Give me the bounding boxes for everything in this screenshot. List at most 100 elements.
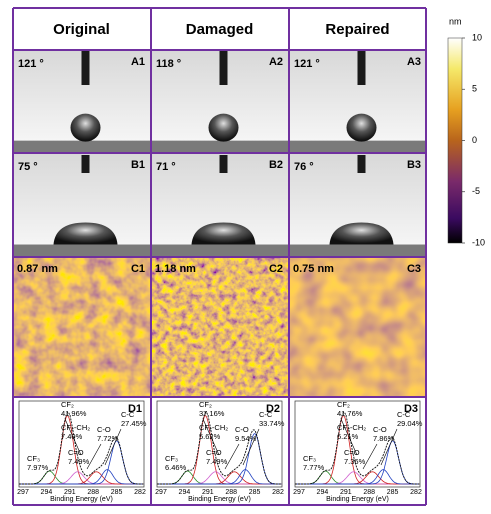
xps-tick: 288 bbox=[225, 489, 237, 496]
peak-percent: 6.46% bbox=[165, 463, 187, 472]
roughness: 0.75 nm bbox=[293, 263, 334, 275]
peak-percent: 27.45% bbox=[121, 419, 147, 428]
peak-name: CF₂-CH₂ bbox=[199, 423, 228, 432]
column-header: Original bbox=[53, 21, 110, 38]
contact-angle: 71 ° bbox=[156, 161, 176, 173]
xps-tick: 285 bbox=[111, 489, 123, 496]
peak-percent: 41.96% bbox=[61, 409, 87, 418]
peak-name: CF₂ bbox=[337, 400, 350, 409]
peak-name: C=O bbox=[344, 448, 360, 457]
xps-tick: 282 bbox=[410, 489, 422, 496]
contact-angle: 121 ° bbox=[18, 58, 44, 70]
substrate bbox=[151, 245, 288, 257]
needle bbox=[220, 155, 228, 173]
needle bbox=[82, 50, 90, 85]
peak-percent: 41.76% bbox=[337, 409, 363, 418]
xps-axis-label: Binding Energy (eV) bbox=[188, 496, 251, 503]
peak-name: CF₂ bbox=[199, 400, 212, 409]
droplet bbox=[71, 114, 101, 142]
needle bbox=[220, 50, 228, 85]
xps-axis-label: Binding Energy (eV) bbox=[50, 496, 113, 503]
contact-angle: 76 ° bbox=[294, 161, 314, 173]
figure: Original121 °A175 °B10.87 nmC1CF₃7.97%CF… bbox=[0, 0, 491, 514]
afm-image bbox=[151, 257, 288, 397]
column-header: Damaged bbox=[186, 21, 254, 38]
panel-label: B3 bbox=[407, 159, 421, 171]
xps-tick: 282 bbox=[272, 489, 284, 496]
substrate bbox=[151, 141, 288, 153]
xps-tick: 294 bbox=[41, 489, 53, 496]
panel-label: C1 bbox=[131, 263, 145, 275]
contact-angle: 118 ° bbox=[156, 58, 181, 70]
substrate bbox=[289, 141, 426, 153]
panel-label: B1 bbox=[131, 159, 145, 171]
peak-percent: 5.62% bbox=[199, 432, 221, 441]
substrate bbox=[13, 245, 150, 257]
needle bbox=[358, 50, 366, 85]
xps-tick: 291 bbox=[64, 489, 76, 496]
peak-name: CF₂ bbox=[61, 400, 74, 409]
peak-percent: 7.97% bbox=[27, 463, 49, 472]
colorbar-tick-label: 0 bbox=[472, 135, 477, 145]
substrate bbox=[289, 245, 426, 257]
peak-name: C=O bbox=[68, 448, 84, 457]
peak-percent: 33.74% bbox=[259, 419, 285, 428]
xps-tick: 294 bbox=[179, 489, 191, 496]
panel-label: A1 bbox=[131, 56, 145, 68]
roughness: 1.18 nm bbox=[155, 263, 196, 275]
droplet bbox=[347, 114, 377, 142]
xps-tick: 288 bbox=[363, 489, 375, 496]
afm-image bbox=[13, 257, 150, 397]
panel-label: B2 bbox=[269, 159, 283, 171]
peak-percent: 7.49% bbox=[206, 457, 228, 466]
substrate bbox=[13, 141, 150, 153]
xps-tick: 297 bbox=[155, 489, 167, 496]
colorbar bbox=[448, 38, 462, 243]
xps-tick: 288 bbox=[87, 489, 99, 496]
peak-name: CF₃ bbox=[303, 454, 316, 463]
colorbar-tick-label: -5 bbox=[472, 186, 480, 196]
peak-percent: 7.40% bbox=[61, 432, 83, 441]
panel-label: A3 bbox=[407, 56, 421, 68]
peak-name: CF₃ bbox=[27, 454, 40, 463]
needle bbox=[358, 155, 366, 173]
peak-name: C=O bbox=[206, 448, 222, 457]
peak-percent: 7.49% bbox=[68, 457, 90, 466]
column-header: Repaired bbox=[325, 21, 389, 38]
panel-label: D2 bbox=[266, 403, 280, 415]
xps-tick: 285 bbox=[387, 489, 399, 496]
peak-percent: 7.77% bbox=[303, 463, 325, 472]
colorbar-tick-label: 5 bbox=[472, 84, 477, 94]
peak-percent: 37.16% bbox=[199, 409, 225, 418]
afm-image bbox=[289, 257, 426, 397]
xps-tick: 297 bbox=[293, 489, 305, 496]
peak-percent: 29.04% bbox=[397, 419, 423, 428]
xps-tick: 297 bbox=[17, 489, 29, 496]
panel-label: C2 bbox=[269, 263, 283, 275]
panel-label: A2 bbox=[269, 56, 283, 68]
peak-name: CF₂-CH₂ bbox=[61, 423, 90, 432]
peak-name: CF₂-CH₂ bbox=[337, 423, 366, 432]
peak-percent: 7.36% bbox=[344, 457, 366, 466]
peak-name: C-O bbox=[373, 425, 387, 434]
needle bbox=[82, 155, 90, 173]
xps-axis-label: Binding Energy (eV) bbox=[326, 496, 389, 503]
colorbar-unit: nm bbox=[449, 16, 462, 26]
xps-tick: 294 bbox=[317, 489, 329, 496]
panel-label: D3 bbox=[404, 403, 418, 415]
peak-name: CF₃ bbox=[165, 454, 178, 463]
xps-tick: 282 bbox=[134, 489, 146, 496]
colorbar-tick-label: -10 bbox=[472, 237, 485, 247]
peak-percent: 6.21% bbox=[337, 432, 359, 441]
peak-name: C-O bbox=[235, 425, 249, 434]
colorbar-tick-label: 10 bbox=[472, 32, 482, 42]
droplet bbox=[209, 114, 239, 142]
contact-angle: 75 ° bbox=[18, 161, 38, 173]
xps-tick: 291 bbox=[340, 489, 352, 496]
xps-tick: 291 bbox=[202, 489, 214, 496]
panel-label: D1 bbox=[128, 403, 142, 415]
xps-tick: 285 bbox=[249, 489, 261, 496]
contact-angle: 121 ° bbox=[294, 58, 320, 70]
roughness: 0.87 nm bbox=[17, 263, 58, 275]
panel-label: C3 bbox=[407, 263, 421, 275]
